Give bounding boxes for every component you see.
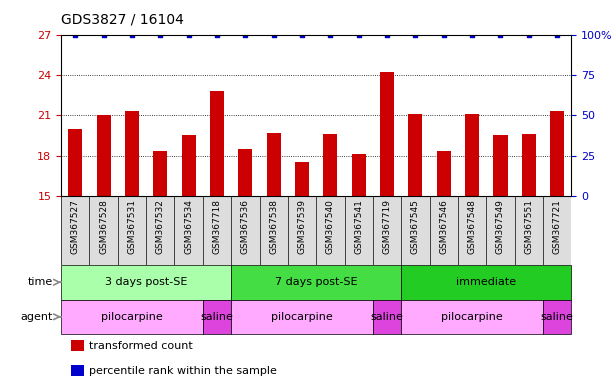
Point bbox=[439, 31, 448, 38]
Bar bbox=[231, 300, 373, 334]
Text: pilocarpine: pilocarpine bbox=[271, 312, 333, 322]
Bar bbox=[231, 265, 401, 300]
Bar bbox=[465, 114, 479, 196]
Bar bbox=[522, 134, 536, 196]
Point bbox=[127, 31, 137, 38]
Point bbox=[212, 31, 222, 38]
Point bbox=[524, 31, 533, 38]
Text: GSM367718: GSM367718 bbox=[213, 199, 222, 254]
Bar bbox=[125, 111, 139, 196]
Text: 3 days post-SE: 3 days post-SE bbox=[105, 277, 188, 287]
Point bbox=[467, 31, 477, 38]
Bar bbox=[351, 154, 366, 196]
Point bbox=[241, 31, 251, 38]
Text: GSM367548: GSM367548 bbox=[467, 199, 477, 254]
Bar bbox=[61, 300, 203, 334]
Point bbox=[354, 31, 364, 38]
Text: GSM367527: GSM367527 bbox=[71, 199, 80, 254]
Bar bbox=[238, 149, 252, 196]
Text: GSM367551: GSM367551 bbox=[524, 199, 533, 254]
Bar bbox=[71, 365, 84, 376]
Text: pilocarpine: pilocarpine bbox=[101, 312, 163, 322]
Text: agent: agent bbox=[20, 312, 53, 322]
Text: GSM367541: GSM367541 bbox=[354, 199, 363, 254]
Bar bbox=[61, 265, 231, 300]
Text: pilocarpine: pilocarpine bbox=[441, 312, 503, 322]
Bar bbox=[550, 111, 564, 196]
Text: GSM367539: GSM367539 bbox=[298, 199, 307, 254]
Bar bbox=[543, 300, 571, 334]
Point bbox=[155, 31, 165, 38]
Bar bbox=[437, 151, 451, 196]
Bar bbox=[323, 134, 337, 196]
Point bbox=[70, 31, 80, 38]
Text: time: time bbox=[27, 277, 53, 287]
Bar bbox=[153, 151, 167, 196]
Text: GSM367721: GSM367721 bbox=[552, 199, 562, 254]
Point bbox=[297, 31, 307, 38]
Text: GSM367719: GSM367719 bbox=[382, 199, 392, 254]
Point bbox=[99, 31, 109, 38]
Text: GSM367531: GSM367531 bbox=[128, 199, 136, 254]
Bar bbox=[97, 115, 111, 196]
Text: 7 days post-SE: 7 days post-SE bbox=[275, 277, 357, 287]
Text: saline: saline bbox=[371, 312, 403, 322]
Point bbox=[269, 31, 279, 38]
Point bbox=[184, 31, 194, 38]
Bar bbox=[408, 114, 422, 196]
Bar bbox=[266, 133, 281, 196]
Bar bbox=[295, 162, 309, 196]
Text: transformed count: transformed count bbox=[89, 341, 193, 351]
Text: immediate: immediate bbox=[456, 277, 516, 287]
Bar bbox=[493, 136, 508, 196]
Text: GDS3827 / 16104: GDS3827 / 16104 bbox=[61, 13, 184, 27]
Text: GSM367536: GSM367536 bbox=[241, 199, 250, 254]
Bar bbox=[68, 129, 82, 196]
Point bbox=[496, 31, 505, 38]
Text: GSM367538: GSM367538 bbox=[269, 199, 278, 254]
Text: GSM367545: GSM367545 bbox=[411, 199, 420, 254]
Point bbox=[326, 31, 335, 38]
Bar bbox=[181, 136, 196, 196]
Text: GSM367540: GSM367540 bbox=[326, 199, 335, 254]
Point bbox=[382, 31, 392, 38]
Bar bbox=[71, 339, 84, 351]
Text: GSM367532: GSM367532 bbox=[156, 199, 165, 254]
Text: GSM367534: GSM367534 bbox=[184, 199, 193, 254]
Text: GSM367546: GSM367546 bbox=[439, 199, 448, 254]
Point bbox=[552, 31, 562, 38]
Point bbox=[411, 31, 420, 38]
Text: GSM367528: GSM367528 bbox=[99, 199, 108, 254]
Text: GSM367549: GSM367549 bbox=[496, 199, 505, 254]
Bar bbox=[401, 265, 571, 300]
Bar bbox=[401, 300, 543, 334]
Text: saline: saline bbox=[541, 312, 574, 322]
Bar bbox=[373, 300, 401, 334]
Bar bbox=[203, 300, 231, 334]
Text: saline: saline bbox=[200, 312, 233, 322]
Text: percentile rank within the sample: percentile rank within the sample bbox=[89, 366, 277, 376]
Bar bbox=[210, 91, 224, 196]
Bar bbox=[380, 72, 394, 196]
